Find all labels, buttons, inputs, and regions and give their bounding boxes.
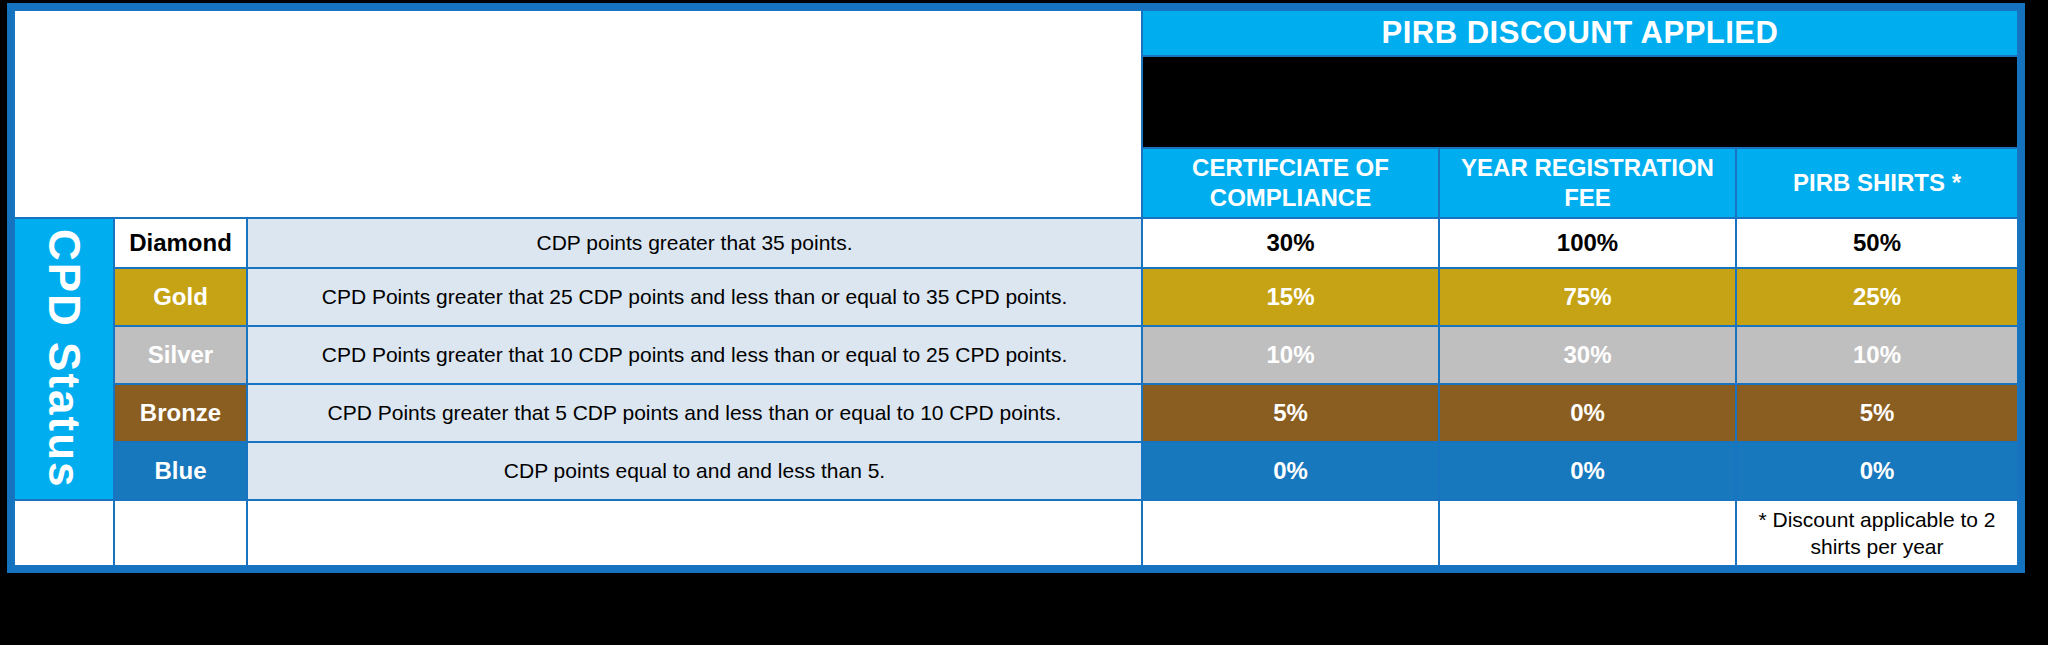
description-cell: CPD Points greater that 5 CDP points and… xyxy=(247,384,1142,442)
redacted-black-band xyxy=(1142,56,2018,148)
status-cell-silver: Silver xyxy=(114,326,247,384)
certificate-discount-cell: 15% xyxy=(1142,268,1439,326)
status-cell-diamond: Diamond xyxy=(114,218,247,268)
table-row-blue: Blue CDP points equal to and and less th… xyxy=(14,442,2018,500)
certificate-discount-cell: 5% xyxy=(1142,384,1439,442)
cpd-discount-table: PIRB DISCOUNT APPLIED CERTIFCIATE OF COM… xyxy=(7,3,2025,573)
description-cell: CDP points equal to and and less than 5. xyxy=(247,442,1142,500)
empty-status-cell xyxy=(114,500,247,566)
registration-discount-cell: 0% xyxy=(1439,384,1736,442)
description-cell: CPD Points greater that 25 CDP points an… xyxy=(247,268,1142,326)
shirts-discount-cell: 50% xyxy=(1736,218,2018,268)
shirts-footnote: * Discount applicable to 2 shirts per ye… xyxy=(1736,500,2018,566)
discount-table: PIRB DISCOUNT APPLIED CERTIFCIATE OF COM… xyxy=(13,9,2019,567)
shirts-discount-cell: 0% xyxy=(1736,442,2018,500)
empty-certificate-cell xyxy=(1142,500,1439,566)
table-row-silver: Silver CPD Points greater that 10 CDP po… xyxy=(14,326,2018,384)
empty-sidebar-cell xyxy=(14,500,114,566)
table-row-gold: Gold CPD Points greater that 25 CDP poin… xyxy=(14,268,2018,326)
status-cell-gold: Gold xyxy=(114,268,247,326)
registration-discount-cell: 0% xyxy=(1439,442,1736,500)
empty-registration-cell xyxy=(1439,500,1736,566)
description-cell: CPD Points greater that 10 CDP points an… xyxy=(247,326,1142,384)
top-left-empty-area xyxy=(14,10,1142,218)
certificate-discount-cell: 30% xyxy=(1142,218,1439,268)
certificate-discount-cell: 10% xyxy=(1142,326,1439,384)
shirts-discount-cell: 5% xyxy=(1736,384,2018,442)
description-cell: CDP points greater that 35 points. xyxy=(247,218,1142,268)
empty-description-cell xyxy=(247,500,1142,566)
certificate-discount-cell: 0% xyxy=(1142,442,1439,500)
pirb-discount-applied-header: PIRB DISCOUNT APPLIED xyxy=(1142,10,2018,56)
table-row-diamond: CPD Status Diamond CDP points greater th… xyxy=(14,218,2018,268)
column-header-certificate-of-compliance: CERTIFCIATE OF COMPLIANCE xyxy=(1142,148,1439,218)
status-cell-blue: Blue xyxy=(114,442,247,500)
shirts-discount-cell: 25% xyxy=(1736,268,2018,326)
shirts-discount-cell: 10% xyxy=(1736,326,2018,384)
registration-discount-cell: 30% xyxy=(1439,326,1736,384)
table-row-footnote: * Discount applicable to 2 shirts per ye… xyxy=(14,500,2018,566)
table-row-bronze: Bronze CPD Points greater that 5 CDP poi… xyxy=(14,384,2018,442)
cpd-status-vertical-label: CPD Status xyxy=(14,218,114,500)
status-cell-bronze: Bronze xyxy=(114,384,247,442)
column-header-year-registration-fee: YEAR REGISTRATION FEE xyxy=(1439,148,1736,218)
registration-discount-cell: 75% xyxy=(1439,268,1736,326)
registration-discount-cell: 100% xyxy=(1439,218,1736,268)
column-header-pirb-shirts: PIRB SHIRTS * xyxy=(1736,148,2018,218)
